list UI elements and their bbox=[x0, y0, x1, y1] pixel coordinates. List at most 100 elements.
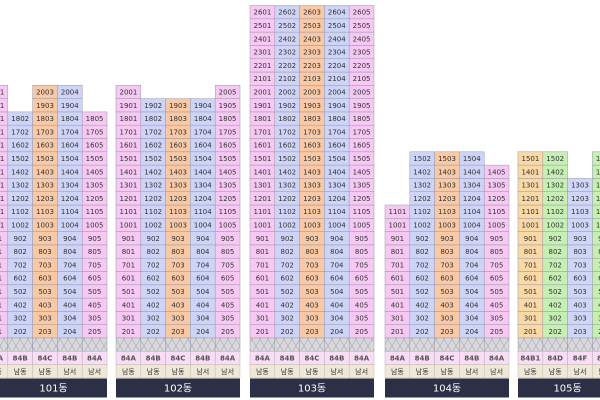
unit-type: 84A bbox=[87, 354, 103, 362]
unit-number: 1901 bbox=[119, 102, 137, 110]
unit-number: 1903 bbox=[169, 102, 187, 110]
unit-number: 1502 bbox=[11, 155, 29, 163]
unit-number: 1105 bbox=[488, 208, 506, 216]
unit-number: 405 bbox=[355, 301, 368, 309]
unit-number: 2301 bbox=[253, 49, 271, 57]
unit-number: 1605 bbox=[86, 142, 104, 150]
unit-number: 1503 bbox=[36, 155, 54, 163]
unit-number: 604 bbox=[196, 275, 210, 283]
unit-number: 205 bbox=[355, 328, 368, 336]
unit-number: 2201 bbox=[253, 62, 271, 70]
unit-number: 2001 bbox=[0, 88, 4, 96]
unit-number: 1302 bbox=[11, 182, 29, 190]
unit-number: 1702 bbox=[278, 128, 296, 136]
unit-number: 1302 bbox=[144, 182, 162, 190]
unit-number: 1105 bbox=[353, 208, 371, 216]
unit-number: 505 bbox=[490, 288, 503, 296]
unit-type: 84A bbox=[489, 354, 505, 362]
unit-number: 1903 bbox=[303, 102, 321, 110]
unit-cell bbox=[592, 257, 600, 272]
unit-number: 501 bbox=[0, 288, 2, 296]
unit-number: 502 bbox=[147, 288, 160, 296]
unit-cell bbox=[592, 178, 600, 192]
unit-number: 901 bbox=[256, 235, 269, 243]
unit-number: 2103 bbox=[303, 75, 321, 83]
unit-type: 84A bbox=[220, 354, 236, 362]
unit-number: 805 bbox=[355, 248, 368, 256]
unit-number: 1102 bbox=[11, 208, 29, 216]
unit-number: 1303 bbox=[303, 182, 321, 190]
unit-number: 1704 bbox=[194, 128, 212, 136]
unit-number: 401 bbox=[0, 301, 2, 309]
unit-number: 2405 bbox=[353, 35, 371, 43]
unit-number: 2104 bbox=[328, 75, 346, 83]
unit-number: 202 bbox=[14, 328, 27, 336]
building-name: 105동 bbox=[553, 383, 581, 395]
unit-number: 1802 bbox=[278, 115, 296, 123]
direction: 남동 bbox=[306, 367, 319, 376]
unit-number: 1205 bbox=[488, 195, 506, 203]
unit-number: 903 bbox=[305, 235, 318, 243]
unit-number: 803 bbox=[573, 248, 586, 256]
unit-number: 1303 bbox=[571, 182, 589, 190]
unit-number: 1005 bbox=[353, 221, 371, 229]
unit-cell bbox=[592, 244, 600, 259]
unit-number: 203 bbox=[305, 328, 318, 336]
unit-number: 504 bbox=[330, 288, 344, 296]
unit-number: 201 bbox=[0, 328, 2, 336]
unit-number: 603 bbox=[171, 275, 184, 283]
unit-number: 502 bbox=[14, 288, 27, 296]
unit-number: 303 bbox=[440, 315, 453, 323]
unit-number: 1302 bbox=[278, 182, 296, 190]
unit-number: 1202 bbox=[144, 195, 162, 203]
unit-number: 1704 bbox=[328, 128, 346, 136]
unit-number: 1502 bbox=[144, 155, 162, 163]
unit-number: 1304 bbox=[61, 182, 79, 190]
unit-number: 1101 bbox=[119, 208, 137, 216]
unit-number: 2501 bbox=[253, 22, 271, 30]
unit-number: 203 bbox=[573, 328, 586, 336]
unit-number: 705 bbox=[355, 261, 368, 269]
unit-number: 1502 bbox=[413, 155, 431, 163]
unit-number: 1804 bbox=[61, 115, 79, 123]
unit-number: 904 bbox=[598, 235, 600, 243]
unit-number: 704 bbox=[598, 261, 600, 269]
direction: 남동 bbox=[549, 367, 562, 376]
unit-cell bbox=[592, 271, 600, 286]
unit-number: 2302 bbox=[278, 49, 296, 57]
unit-number: 2602 bbox=[278, 9, 296, 17]
unit-number: 1504 bbox=[61, 155, 79, 163]
pilotis-cell bbox=[299, 337, 325, 352]
unit-number: 701 bbox=[391, 261, 404, 269]
direction: 남서 bbox=[355, 367, 368, 376]
unit-number: 2504 bbox=[328, 22, 346, 30]
unit-number: 705 bbox=[88, 261, 101, 269]
unit-number: 703 bbox=[171, 261, 184, 269]
pilotis-cell bbox=[517, 337, 544, 352]
unit-number: 902 bbox=[14, 235, 27, 243]
unit-number: 1505 bbox=[219, 155, 237, 163]
unit-cell bbox=[592, 297, 600, 312]
unit-number: 801 bbox=[391, 248, 404, 256]
unit-number: 1405 bbox=[353, 168, 371, 176]
unit-number: 2204 bbox=[328, 62, 346, 70]
unit-cell bbox=[81, 111, 108, 126]
pilotis-cell bbox=[57, 337, 83, 352]
unit-number: 1504 bbox=[194, 155, 212, 163]
unit-number: 1402 bbox=[144, 168, 162, 176]
pilotis-cell bbox=[7, 337, 33, 352]
unit-number: 1105 bbox=[219, 208, 237, 216]
unit-number: 1002 bbox=[11, 221, 29, 229]
unit-number: 605 bbox=[355, 275, 368, 283]
unit-number: 1404 bbox=[596, 168, 600, 176]
unit-number: 1101 bbox=[388, 208, 406, 216]
unit-number: 1703 bbox=[36, 128, 54, 136]
unit-number: 202 bbox=[281, 328, 294, 336]
unit-number: 301 bbox=[391, 315, 404, 323]
unit-number: 203 bbox=[38, 328, 51, 336]
unit-number: 1805 bbox=[219, 115, 237, 123]
unit-number: 1102 bbox=[546, 208, 564, 216]
unit-number: 2303 bbox=[303, 49, 321, 57]
unit-number: 503 bbox=[573, 288, 586, 296]
